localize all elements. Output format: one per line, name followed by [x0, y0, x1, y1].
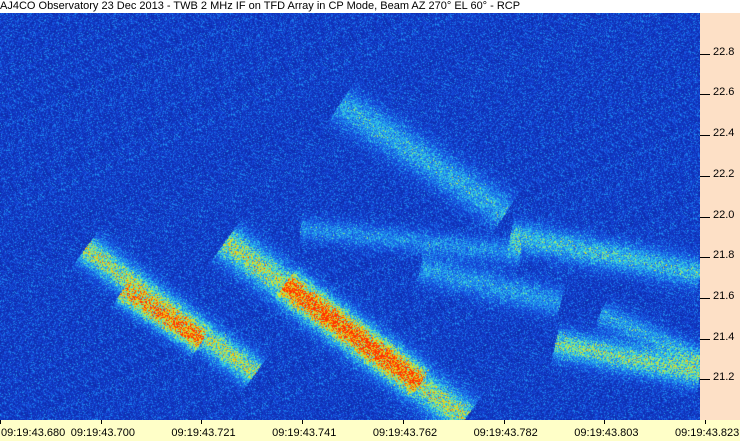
x-tick-label: 09:19:43.782	[473, 427, 538, 439]
y-tick	[700, 338, 710, 340]
y-tick	[700, 216, 710, 218]
y-tick-label: 22.0	[713, 208, 735, 221]
x-tick	[302, 420, 304, 424]
x-tick-label: 09:19:43.823	[675, 427, 740, 439]
x-tick	[604, 420, 606, 424]
x-tick-label: 09:19:43.741	[272, 427, 337, 439]
y-tick-label: 22.2	[713, 167, 735, 180]
y-tick-label: 21.8	[713, 249, 735, 262]
y-tick	[700, 379, 710, 381]
y-tick	[700, 257, 710, 259]
x-tick-label: 09:19:43.700	[70, 427, 135, 439]
y-tick	[700, 94, 710, 96]
x-tick	[503, 420, 505, 424]
x-tick	[100, 420, 102, 424]
x-tick-label: 09:19:43.803	[574, 427, 639, 439]
y-tick-label: 21.2	[713, 371, 735, 384]
x-tick-label: 09:19:43.680	[1, 427, 66, 439]
y-tick-label: 22.4	[713, 127, 735, 140]
x-tick	[402, 420, 404, 424]
x-tick	[0, 420, 1, 424]
y-tick	[700, 135, 710, 137]
spectrogram-plot	[0, 13, 700, 420]
y-tick-label: 22.6	[713, 86, 735, 99]
x-tick	[201, 420, 203, 424]
y-tick-label: 22.8	[713, 45, 735, 58]
y-tick	[700, 53, 710, 55]
y-tick	[700, 297, 710, 299]
x-tick	[705, 420, 706, 424]
y-tick-label: 21.6	[713, 289, 735, 302]
y-axis: 22.8 22.6 22.4 22.2 22.0 21.8 21.6 21.4 21.2	[700, 13, 740, 420]
y-tick-label: 21.4	[713, 330, 735, 343]
x-axis: 09:19:43.680 09:19:43.700 09:19:43.721 09:1…	[0, 420, 740, 441]
x-tick-label: 09:19:43.721	[171, 427, 236, 439]
y-tick	[700, 175, 710, 177]
x-tick-label: 09:19:43.762	[372, 427, 438, 439]
chart-title: AJ4CO Observatory 23 Dec 2013 - TWB 2 MH…	[0, 0, 740, 13]
